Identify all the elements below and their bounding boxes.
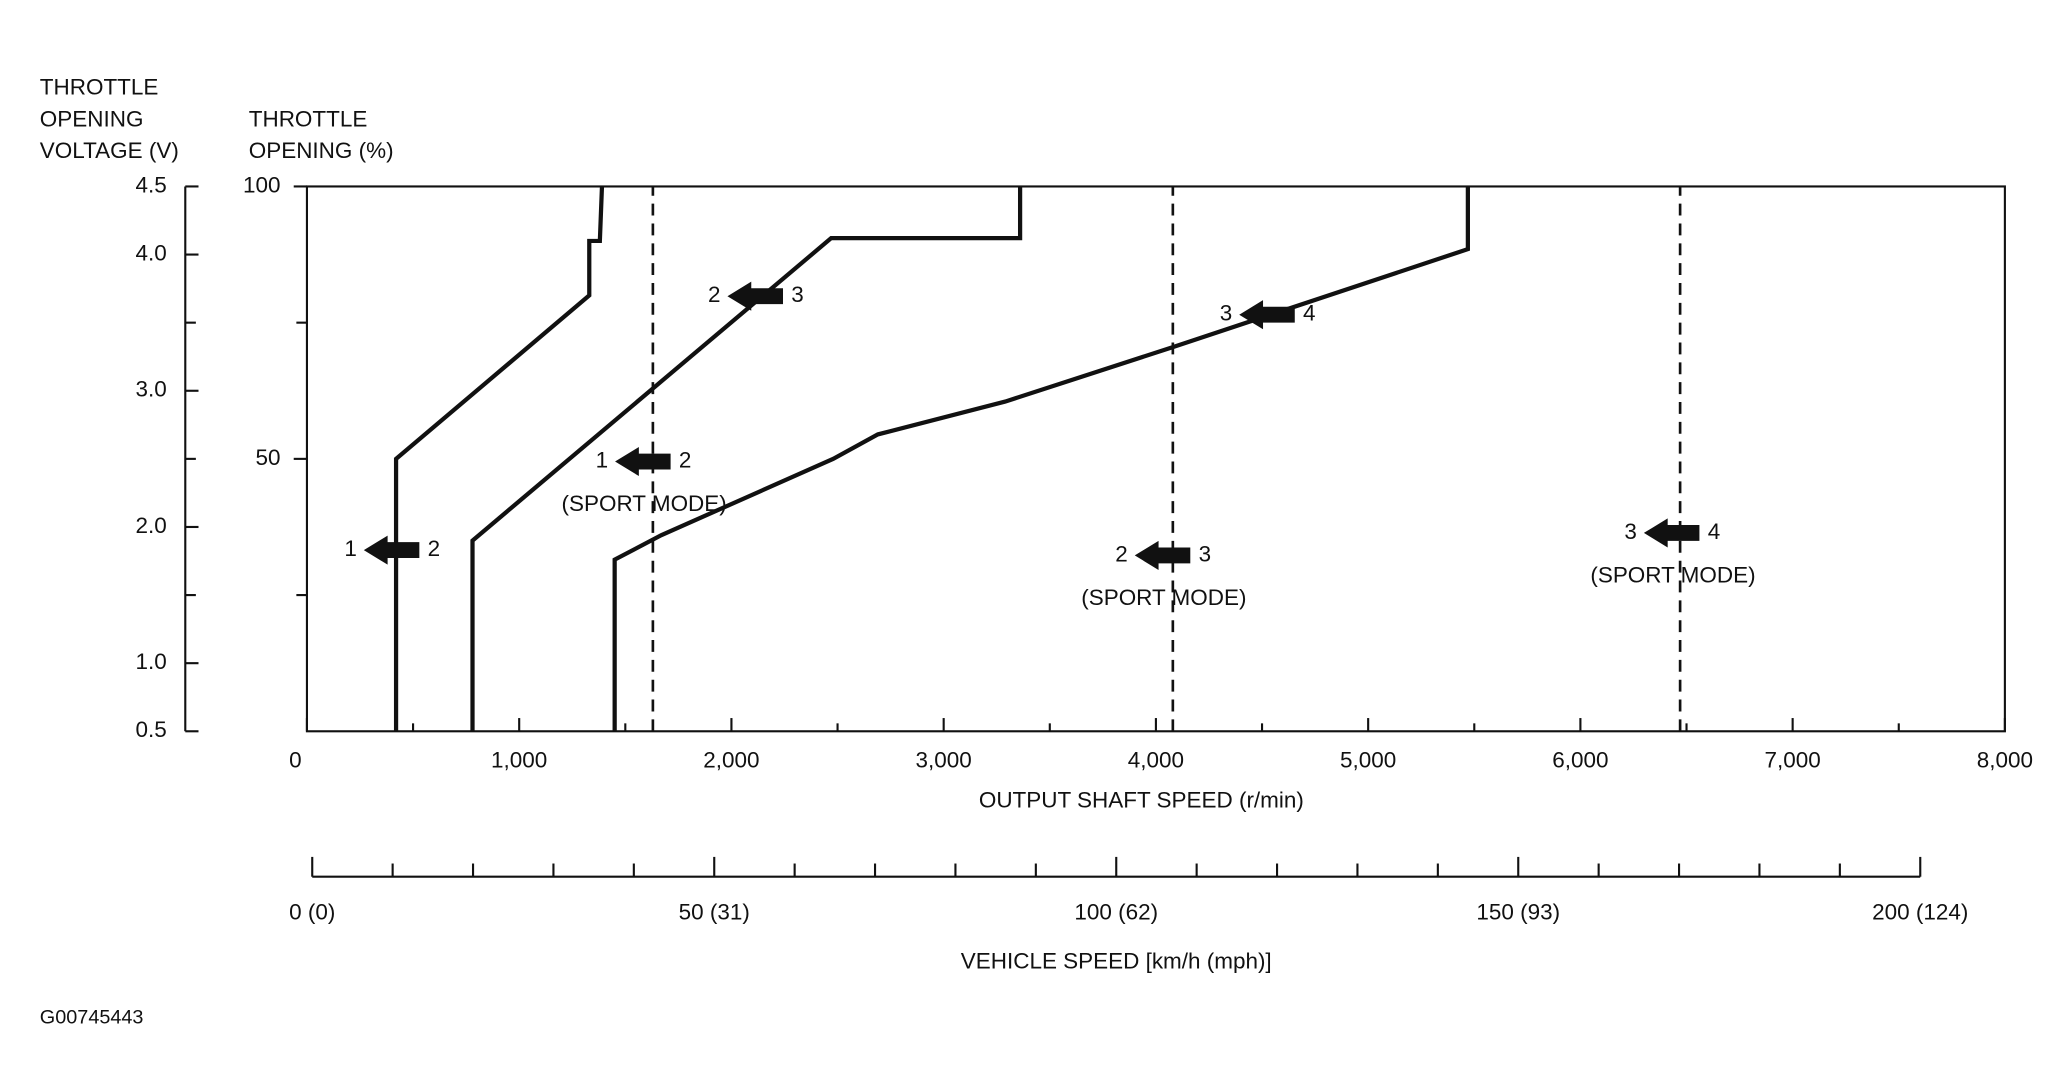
shift-from-label: 2 [1115,541,1128,566]
x-tick-label: 6,000 [1552,748,1608,773]
x2-tick-label: 200 (124) [1872,900,1968,925]
shift-arrow [727,281,784,311]
x-axis-title: OUTPUT SHAFT SPEED (r/min) [979,787,1304,812]
y2-tick-label: 0.5 [136,717,167,742]
x-tick-label: 8,000 [1977,748,2033,773]
shift-arrow [1239,300,1295,330]
shift-line [393,186,605,732]
y-tick-label: 50 [255,445,280,470]
y-axis-title: OPENING (%) [249,138,394,163]
shift-from-label: 3 [1220,301,1233,326]
x-tick-label: 5,000 [1340,748,1396,773]
shift-arrow [615,446,671,477]
figure-id: G00745443 [40,1006,144,1028]
sport-mode-label: (SPORT MODE) [562,491,727,516]
shift-from-label: 1 [344,536,357,561]
x-tick-label: 0 [289,748,302,773]
sport-mode-label: (SPORT MODE) [1081,585,1246,610]
x-tick-label: 2,000 [703,748,759,773]
y2-axis-title: OPENING [40,106,144,131]
x2-tick-label: 150 (93) [1476,900,1560,925]
x2-axis-title: VEHICLE SPEED [km/h (mph)] [961,949,1272,974]
y2-axis-title: VOLTAGE (V) [40,138,179,163]
shift-to-label: 3 [1199,541,1212,566]
shift-from-label: 1 [596,447,609,472]
shift-line [470,186,1023,732]
shift-to-label: 2 [679,447,692,472]
shift-arrow [1643,518,1700,548]
x-tick-label: 7,000 [1765,748,1821,773]
y-axis-title: THROTTLE [249,106,368,131]
plot-frame [305,185,2006,733]
shift-to-label: 2 [428,536,441,561]
shift-from-label: 2 [708,282,721,307]
shift-to-label: 4 [1708,519,1721,544]
shift-from-label: 3 [1624,519,1637,544]
x2-tick-label: 0 (0) [289,900,335,925]
shift-arrow [1134,540,1191,570]
y2-tick-label: 4.5 [136,172,167,197]
shift-line [612,186,1470,732]
y2-tick-label: 3.0 [136,377,167,402]
y2-tick-label: 4.0 [136,240,167,265]
sport-mode-label: (SPORT MODE) [1590,562,1755,587]
y2-axis-title: THROTTLE [40,75,159,100]
shift-arrow [363,535,420,565]
x-tick-label: 4,000 [1128,748,1184,773]
x-tick-label: 1,000 [491,748,547,773]
x-tick-label: 3,000 [916,748,972,773]
x2-tick-label: 50 (31) [679,900,750,925]
y2-tick-label: 1.0 [136,649,167,674]
x2-tick-label: 100 (62) [1074,900,1158,925]
y-tick-label: 100 [243,172,281,197]
shift-to-label: 3 [791,282,804,307]
shift-to-label: 4 [1303,301,1316,326]
y2-tick-label: 2.0 [136,513,167,538]
